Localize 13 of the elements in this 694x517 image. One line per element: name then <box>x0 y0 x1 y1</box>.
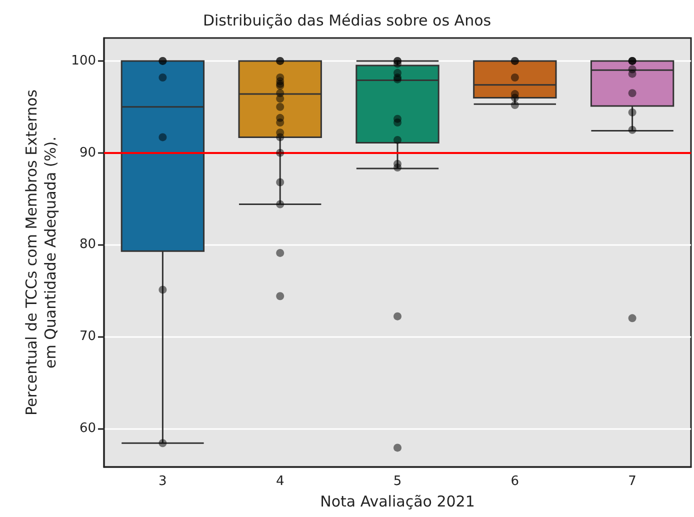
y-tick-label: 90 <box>79 145 96 160</box>
x-axis-title: Nota Avaliação 2021 <box>320 492 475 510</box>
chart-title: Distribuição das Médias sobre os Anos <box>202 12 492 30</box>
x-tick-label: 6 <box>510 474 520 489</box>
y-tick-label: 100 <box>71 53 96 68</box>
y-tick-label: 60 <box>79 420 96 436</box>
y-tick-label: 80 <box>79 237 96 252</box>
y-axis-title: Percentual de TCCs com Membros Externos em Quantidade Adequada (%). <box>22 89 60 416</box>
y-tick-label: 70 <box>79 329 96 344</box>
x-tick-label: 7 <box>628 474 636 489</box>
x-tick-label: 3 <box>158 474 167 489</box>
x-tick-label: 4 <box>276 474 284 489</box>
x-tick-label: 5 <box>393 474 402 489</box>
